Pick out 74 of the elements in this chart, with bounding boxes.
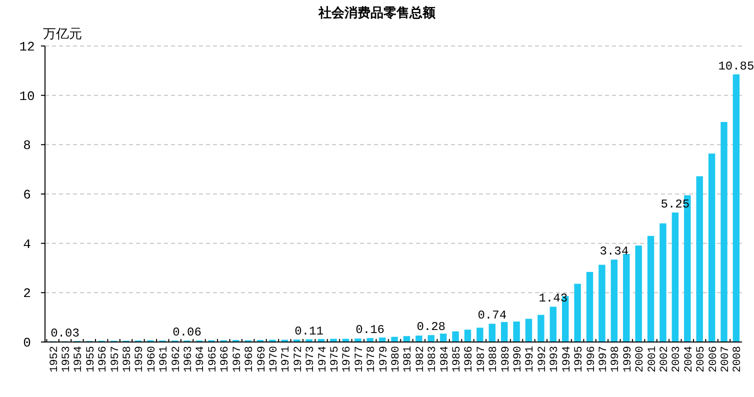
x-tick-label: 1964 [195, 346, 208, 372]
x-tick-label: 1956 [98, 346, 110, 372]
data-label: 10.85 [718, 59, 754, 74]
chart-title: 社会消费品零售总额 [318, 5, 436, 21]
x-tick-label: 1979 [378, 346, 390, 372]
data-label: 0.28 [416, 320, 446, 334]
data-label: 0.06 [172, 326, 202, 340]
x-tick-label: 1987 [476, 346, 488, 372]
x-tick-label: 1997 [598, 346, 610, 372]
y-tick-label: 6 [23, 188, 31, 203]
x-tick-label: 1960 [146, 346, 158, 372]
x-tick-label: 1968 [244, 346, 256, 372]
x-tick-label: 1954 [73, 346, 86, 372]
x-tick-label: 2006 [708, 346, 720, 372]
data-label: 0.03 [50, 326, 80, 340]
x-tick-label: 1965 [207, 346, 220, 372]
x-tick-label: 1963 [183, 346, 196, 372]
x-tick-label: 1973 [305, 346, 318, 372]
x-tick-label: 1984 [439, 346, 452, 372]
x-tick-label: 1967 [232, 346, 244, 372]
x-tick-label: 1974 [317, 346, 330, 372]
data-label: 0.74 [478, 308, 507, 323]
x-tick-label: 1993 [549, 346, 562, 372]
x-tick-label: 1966 [220, 346, 232, 372]
y-tick-label: 2 [23, 286, 31, 302]
x-tick-label: 1988 [488, 346, 500, 372]
x-tick-label: 1976 [342, 346, 354, 372]
x-tick-label: 1985 [452, 346, 464, 372]
x-tick-label: 2008 [732, 346, 744, 372]
x-tick-label: 1961 [158, 346, 171, 372]
x-tick-label: 1959 [134, 346, 146, 372]
data-label: 3.34 [600, 244, 629, 259]
x-tick-label: 2005 [696, 346, 708, 372]
x-tick-label: 1998 [610, 346, 622, 372]
x-tick-label: 1978 [366, 346, 378, 372]
x-tick-label: 1986 [464, 346, 476, 372]
x-tick-label: 1972 [292, 346, 305, 372]
x-tick-label: 1953 [61, 346, 73, 372]
x-tick-label: 1958 [122, 346, 134, 372]
x-tick-label: 1982 [414, 346, 427, 372]
x-tick-label: 1995 [574, 346, 586, 372]
y-tick-label: 8 [23, 138, 31, 154]
x-tick-label: 2004 [683, 346, 696, 372]
y-axis-title: 万亿元 [43, 27, 82, 42]
x-tick-label: 2000 [634, 346, 647, 372]
x-tick-label: 1971 [280, 346, 293, 372]
x-tick-label: 2001 [646, 346, 659, 372]
data-label: 0.11 [294, 324, 324, 338]
x-tick-label: 1999 [622, 346, 634, 372]
x-tick-label: 1952 [48, 346, 61, 372]
data-label: 0.16 [356, 323, 384, 338]
x-tick-label: 1955 [85, 346, 98, 372]
x-tick-label: 2003 [671, 346, 684, 372]
x-tick-label: 1994 [561, 346, 574, 372]
x-tick-label: 1996 [586, 346, 598, 372]
y-tick-label: 12 [19, 40, 35, 55]
y-tick-label: 4 [23, 236, 32, 252]
x-tick-label: 2002 [658, 346, 671, 372]
x-tick-label: 1970 [268, 346, 280, 372]
x-tick-label: 1980 [390, 346, 402, 372]
x-tick-label: 1983 [427, 346, 440, 372]
x-tick-label: 2007 [720, 346, 732, 372]
x-tick-label: 1989 [500, 346, 512, 372]
x-tick-label: 1975 [329, 346, 342, 372]
y-tick-label: 10 [19, 88, 35, 104]
x-tick-label: 1990 [512, 346, 525, 372]
x-tick-label: 1969 [256, 346, 268, 372]
x-tick-label: 1962 [170, 346, 183, 372]
x-tick-label: 1957 [110, 346, 122, 372]
x-tick-label: 1991 [524, 346, 537, 372]
x-tick-label: 1992 [536, 346, 549, 372]
x-tick-label: 1981 [402, 346, 415, 372]
x-tick-label: 1977 [354, 346, 366, 372]
y-tick-label: 0 [23, 336, 31, 351]
